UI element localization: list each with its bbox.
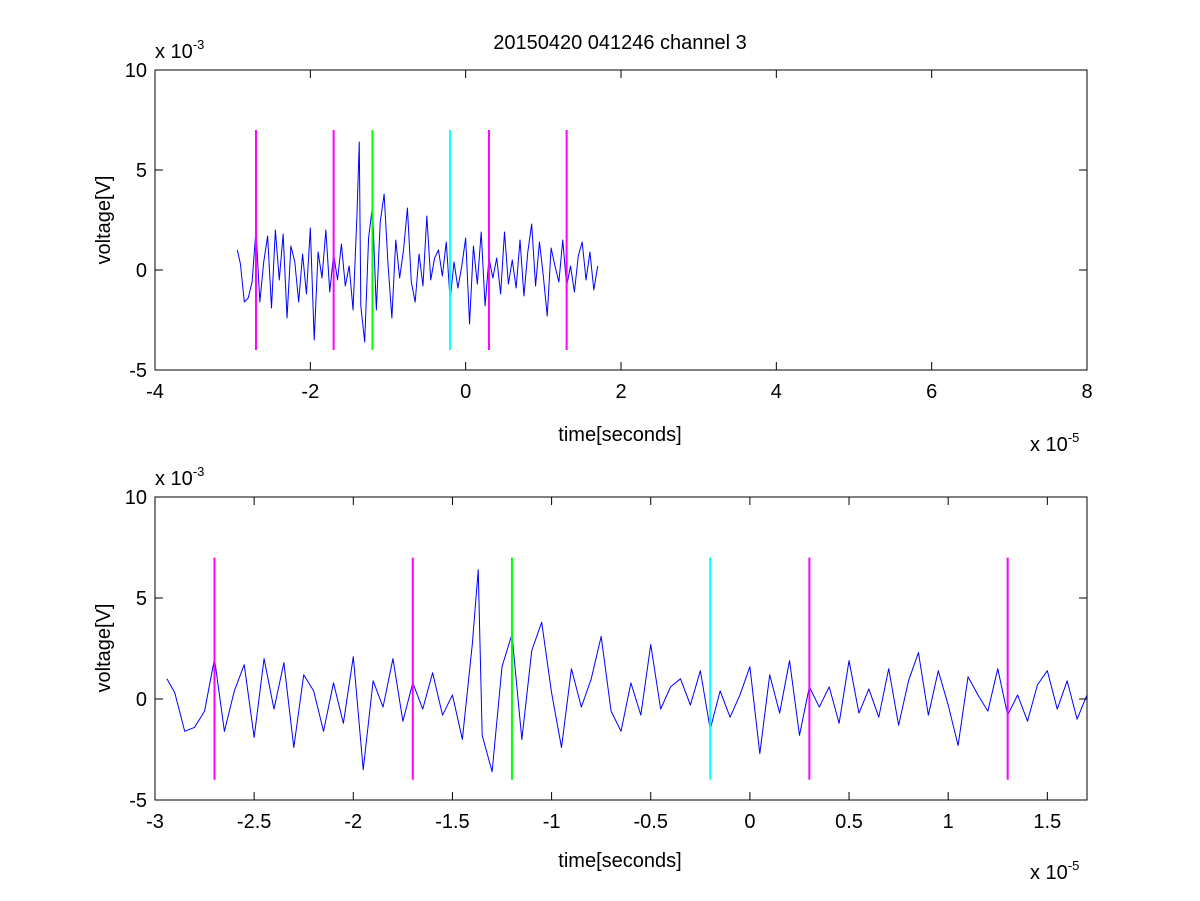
lower-panel-x-tick-label: 1 <box>943 811 954 833</box>
upper-panel-ticks: -4 -2 0 2 4 6 8 -5 0 5 10 <box>125 60 1093 403</box>
lower-panel-x-tick-label: -1.5 <box>435 811 469 833</box>
upper-panel-x-exponent: x 10-5 <box>1030 430 1079 456</box>
upper-panel-x-tick-label: 0 <box>460 381 471 403</box>
lower-panel-x-tick-label: -3 <box>146 811 164 833</box>
upper-panel-x-tick-label: -4 <box>146 381 164 403</box>
lower-panel-y-tick-label: 5 <box>136 588 147 610</box>
lower-panel-x-axis-label: time[seconds] <box>558 850 681 872</box>
upper-panel-axes-box <box>154 69 1088 371</box>
lower-panel-x-tick-label: -2 <box>344 811 362 833</box>
upper-panel: -4 -2 0 2 4 6 8 -5 0 5 10 time[seconds] voltage[V]… <box>93 37 1093 456</box>
upper-panel-x-tick-label: -2 <box>301 381 319 403</box>
upper-panel-x-tick-label: 6 <box>926 381 937 403</box>
lower-panel-axes-box <box>154 496 1088 801</box>
upper-panel-y-tick-label: -5 <box>129 360 147 382</box>
figure-title: 20150420 041246 channel 3 <box>493 32 747 54</box>
lower-panel-y-tick-label: -5 <box>129 790 147 812</box>
lower-panel-plot-area <box>166 557 1087 780</box>
upper-panel-y-exponent: x 10-3 <box>155 37 204 63</box>
lower-panel-series-group <box>166 557 1087 780</box>
upper-panel-plot-area <box>236 130 599 350</box>
upper-panel-signal-line <box>236 141 599 343</box>
lower-panel: -3 -2.5 -2 -1.5 -1 -0.5 0 0.5 1 1.5 -5 0 5 10 time[se… <box>93 464 1088 884</box>
upper-panel-x-tick-label: 2 <box>615 381 626 403</box>
upper-panel-x-axis-label: time[seconds] <box>558 424 681 446</box>
lower-panel-ticks: -3 -2.5 -2 -1.5 -1 -0.5 0 0.5 1 1.5 -5 0 5 10 <box>125 487 1087 833</box>
lower-panel-signal-line <box>166 569 1087 773</box>
upper-panel-series-group <box>236 130 599 350</box>
upper-panel-y-tick-label: 10 <box>125 60 147 82</box>
lower-panel-x-tick-label: -0.5 <box>634 811 668 833</box>
lower-panel-y-axis-label: voltage[V] <box>93 604 115 693</box>
lower-panel-x-tick-label: 1.5 <box>1033 811 1061 833</box>
lower-panel-y-exponent: x 10-3 <box>155 464 204 490</box>
lower-panel-y-tick-label: 10 <box>125 487 147 509</box>
upper-panel-y-axis-label: voltage[V] <box>93 176 115 265</box>
lower-panel-x-tick-label: -1 <box>543 811 561 833</box>
lower-panel-x-tick-label: -2.5 <box>237 811 271 833</box>
upper-panel-y-tick-label: 0 <box>136 260 147 282</box>
upper-panel-x-tick-label: 4 <box>771 381 782 403</box>
lower-panel-x-tick-label: 0 <box>744 811 755 833</box>
lower-panel-y-tick-label: 0 <box>136 689 147 711</box>
lower-panel-x-tick-label: 0.5 <box>835 811 863 833</box>
upper-panel-x-tick-label: 8 <box>1081 381 1092 403</box>
lower-panel-x-exponent: x 10-5 <box>1030 858 1079 884</box>
upper-panel-y-tick-label: 5 <box>136 160 147 182</box>
